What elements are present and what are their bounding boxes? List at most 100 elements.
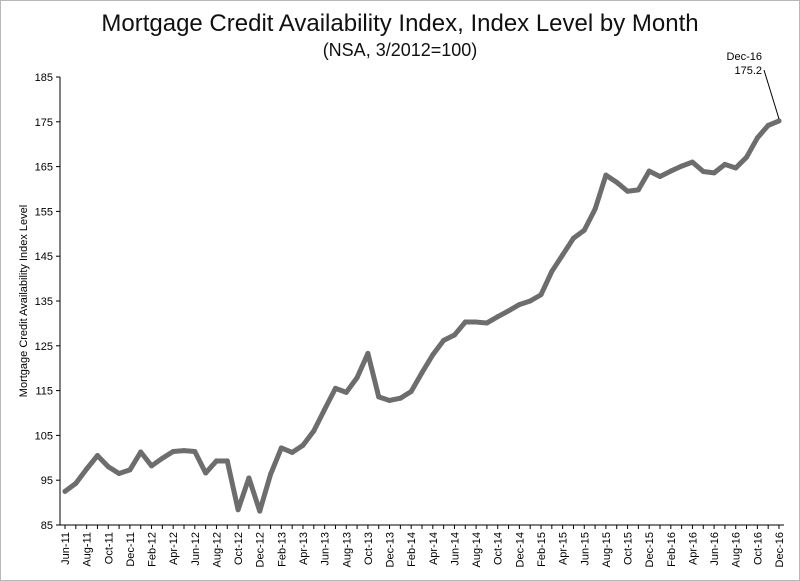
data-point	[159, 455, 165, 461]
y-tick-label: 95	[41, 475, 53, 487]
data-point	[127, 467, 133, 473]
data-point	[170, 449, 176, 455]
y-tick-label: 165	[35, 162, 53, 174]
data-point	[430, 352, 436, 358]
y-tick-label: 135	[35, 296, 53, 308]
x-tick-label: Jun-13	[320, 532, 332, 566]
data-point	[73, 480, 79, 486]
y-axis-label: Mortgage Credit Availability Index Level	[18, 205, 30, 397]
data-point	[268, 471, 274, 477]
data-point	[733, 165, 739, 171]
series-layer	[62, 118, 782, 514]
data-point	[560, 252, 566, 258]
x-tick-label: Oct-11	[103, 532, 115, 564]
x-axis: Jun-11 Aug-11 Oct-11 Dec-11 Feb-12 Apr-12 Jun-…	[60, 524, 786, 567]
data-point	[451, 332, 457, 338]
x-tick-label: Jun-14	[449, 532, 461, 566]
x-tick-label: Oct-14	[493, 532, 505, 565]
x-tick-label: Feb-13	[276, 532, 288, 567]
x-tick-label: Feb-14	[406, 532, 418, 567]
data-point	[614, 179, 620, 185]
data-point	[289, 449, 295, 455]
data-point	[603, 172, 609, 178]
x-tick-label: Jun-16	[709, 532, 721, 566]
data-point	[387, 397, 393, 403]
data-point	[300, 442, 306, 448]
data-point	[711, 170, 717, 176]
data-point	[754, 135, 760, 141]
y-tick-label: 145	[35, 251, 53, 263]
x-tick-label: Dec-16	[774, 532, 786, 567]
x-tick-label: Dec-15	[644, 532, 656, 567]
data-point	[311, 428, 317, 434]
data-point	[570, 235, 576, 241]
x-tick-label: Oct-16	[752, 532, 764, 565]
x-tick-label: Apr-13	[298, 532, 310, 565]
x-tick-label: Feb-16	[666, 532, 678, 567]
data-point	[149, 463, 155, 469]
data-point	[332, 385, 338, 391]
data-point	[625, 188, 631, 194]
x-tick-label: Dec-12	[255, 532, 267, 567]
data-point	[257, 508, 263, 514]
annotation-label: Dec-16	[727, 51, 762, 63]
y-tick-label: 155	[35, 206, 53, 218]
x-tick-label: Dec-11	[125, 532, 137, 567]
data-point	[646, 168, 652, 174]
data-point	[246, 475, 252, 481]
data-point	[213, 458, 219, 464]
x-tick-label: Oct-13	[363, 532, 375, 565]
chart-title: Mortgage Credit Availability Index, Inde…	[101, 10, 699, 37]
data-point	[62, 488, 68, 494]
annotation-leader	[763, 69, 780, 120]
x-tick-label: Dec-13	[385, 532, 397, 567]
y-axis: 85 95 105 115 125 135 145 155 165 175 185	[35, 72, 61, 532]
data-point	[354, 375, 360, 381]
data-point	[94, 453, 100, 459]
x-tick-label: Apr-16	[687, 532, 699, 565]
data-point	[181, 448, 187, 454]
data-point	[343, 389, 349, 395]
data-point	[506, 308, 512, 314]
data-point	[516, 302, 522, 308]
x-tick-label: Jun-12	[190, 532, 202, 566]
x-tick-label: Aug-12	[211, 532, 223, 567]
data-point	[376, 394, 382, 400]
data-point	[527, 298, 533, 304]
chart-subtitle: (NSA, 3/2012=100)	[322, 40, 478, 60]
data-point	[592, 206, 598, 212]
data-point	[224, 458, 230, 464]
data-point	[322, 406, 328, 412]
data-point	[581, 227, 587, 233]
data-point	[203, 470, 209, 476]
data-point	[776, 118, 782, 124]
x-tick-label: Jun-11	[60, 532, 72, 565]
data-point	[419, 370, 425, 376]
data-point	[484, 320, 490, 326]
x-tick-label: Dec-14	[514, 532, 526, 567]
data-point	[235, 507, 241, 513]
x-tick-label: Aug-13	[341, 532, 353, 567]
x-tick-label: Apr-12	[168, 532, 180, 565]
data-point	[722, 161, 728, 167]
x-tick-label: Aug-14	[471, 532, 483, 567]
x-tick-label: Oct-15	[623, 532, 635, 565]
y-tick-label: 85	[41, 520, 53, 532]
data-point	[679, 163, 685, 169]
y-tick-label: 115	[35, 386, 53, 398]
data-point	[744, 154, 750, 160]
data-point	[538, 292, 544, 298]
x-tick-label: Apr-14	[428, 532, 440, 565]
data-point	[397, 395, 403, 401]
data-point	[441, 337, 447, 343]
x-tick-label: Jun-15	[579, 532, 591, 566]
data-point	[138, 449, 144, 455]
annotation-value: 175.2	[734, 65, 762, 77]
x-tick-label: Feb-15	[536, 532, 548, 567]
data-point	[668, 168, 674, 174]
data-point	[700, 169, 706, 175]
x-tick-label: Aug-16	[731, 532, 743, 567]
data-point	[84, 466, 90, 472]
